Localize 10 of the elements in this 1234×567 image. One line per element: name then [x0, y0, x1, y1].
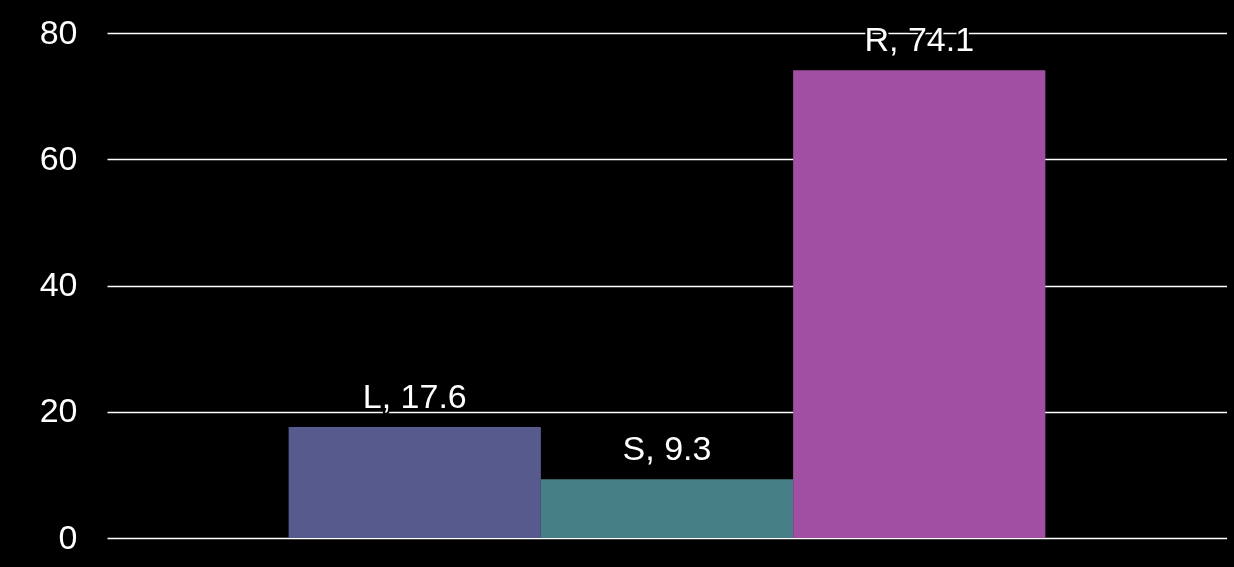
y-tick-label: 80 — [39, 12, 78, 51]
y-tick-label: 40 — [39, 265, 78, 303]
y-tick-label: 20 — [39, 391, 78, 430]
bar — [540, 479, 794, 538]
data-label: L, 17.6 — [362, 376, 467, 415]
bar — [288, 426, 541, 538]
data-label: S, 9.3 — [622, 429, 712, 468]
bar — [793, 70, 1046, 538]
y-tick-label: 0 — [58, 517, 78, 556]
y-tick-label: 60 — [39, 138, 78, 177]
